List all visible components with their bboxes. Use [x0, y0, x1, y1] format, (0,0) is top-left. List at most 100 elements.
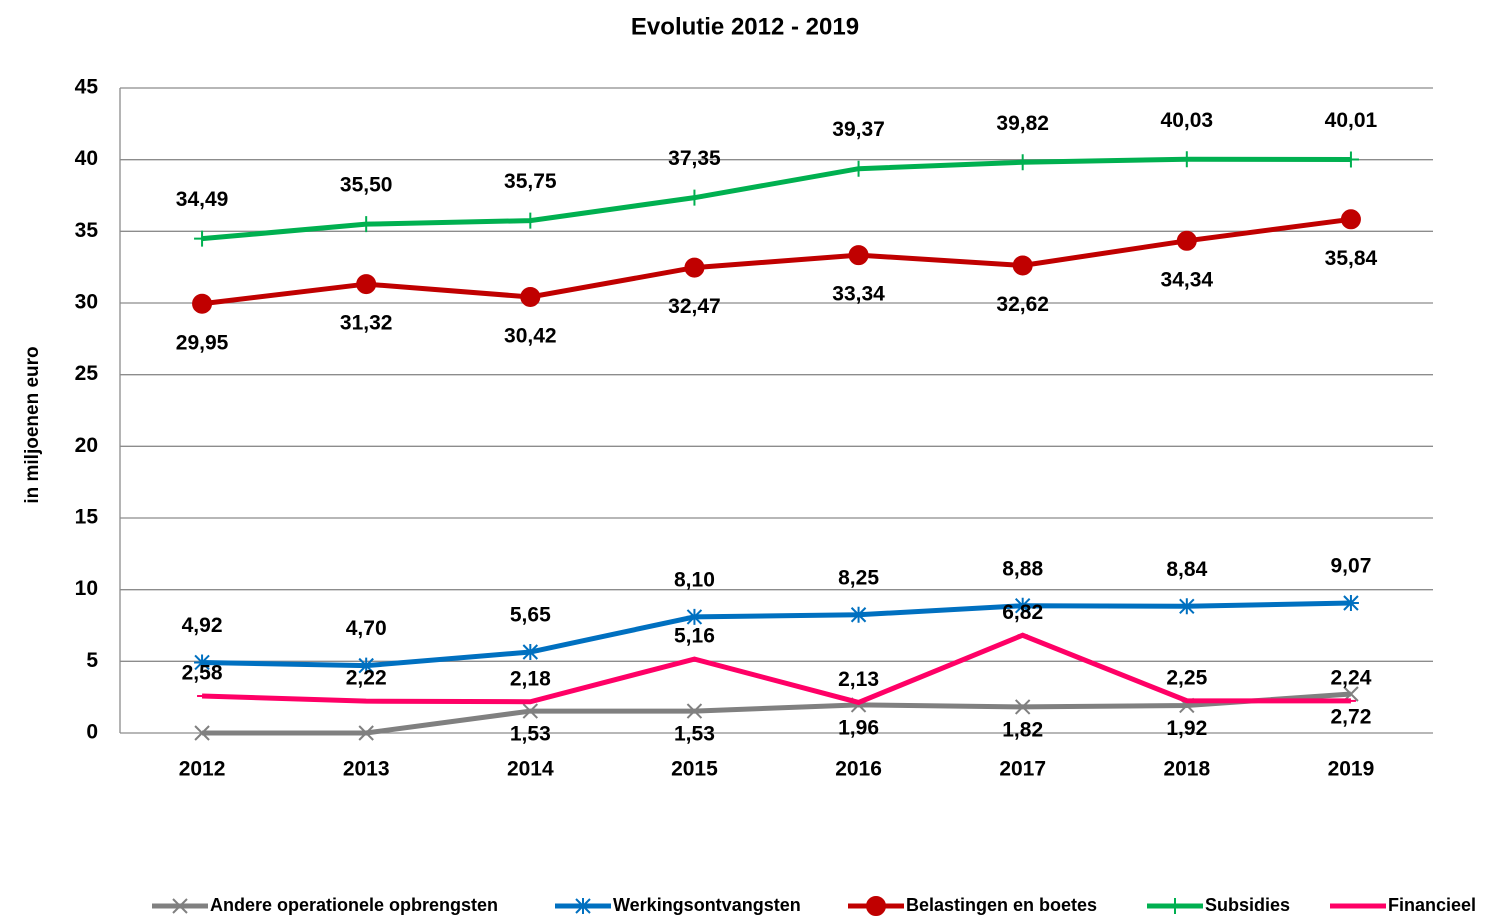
- data-label: 6,82: [1002, 601, 1043, 624]
- marker: [850, 606, 867, 623]
- data-label: 29,95: [176, 331, 229, 354]
- series: [194, 594, 1359, 674]
- data-label: 2,58: [182, 662, 223, 685]
- data-label: 4,92: [182, 614, 223, 637]
- y-tick-label: 20: [75, 434, 98, 457]
- data-label: 30,42: [504, 325, 557, 348]
- data-label: 34,34: [1161, 268, 1214, 291]
- x-tick-label: 2019: [1328, 758, 1375, 781]
- marker: [686, 608, 703, 625]
- data-label: 5,65: [510, 604, 551, 627]
- data-label: 8,88: [1002, 557, 1043, 580]
- marker: [1014, 597, 1031, 614]
- legend-label: Werkingsontvangsten: [613, 895, 801, 915]
- marker: [1014, 154, 1031, 171]
- data-label: 35,50: [340, 174, 393, 197]
- marker: [1178, 598, 1195, 615]
- data-label: 5,16: [674, 625, 715, 648]
- marker: [194, 230, 211, 247]
- data-label: 4,70: [346, 617, 387, 640]
- series: [194, 686, 1359, 741]
- marker: [358, 657, 375, 674]
- data-label: 2,13: [838, 668, 879, 691]
- data-label: 32,62: [996, 293, 1049, 316]
- data-label: 8,10: [674, 568, 715, 591]
- y-tick-label: 45: [75, 76, 99, 99]
- data-label: 2,25: [1166, 666, 1207, 689]
- marker: [522, 212, 539, 229]
- marker: [1012, 255, 1033, 276]
- data-label: 40,03: [1161, 109, 1214, 132]
- line: [201, 632, 1351, 706]
- x-tick-label: 2014: [507, 758, 554, 781]
- marker: [172, 898, 188, 914]
- data-label: 33,34: [832, 283, 885, 306]
- marker: [575, 898, 591, 914]
- marker: [356, 274, 377, 295]
- y-tick-label: 10: [75, 577, 98, 600]
- data-label: 31,32: [340, 312, 393, 335]
- legend-label: Subsidies: [1205, 895, 1290, 915]
- marker: [686, 703, 703, 719]
- legend-label: Financieel: [1388, 895, 1476, 915]
- marker: [1176, 230, 1197, 251]
- data-label: 2,24: [1331, 666, 1372, 689]
- line: [201, 156, 1351, 242]
- y-axis-label: in miljoenen euro: [22, 346, 43, 503]
- data-label: 9,07: [1331, 555, 1372, 578]
- y-tick-label: 15: [75, 506, 99, 529]
- marker: [1342, 151, 1359, 168]
- data-label: 2,18: [510, 667, 551, 690]
- data-label: 1,92: [1166, 717, 1207, 740]
- data-label: 8,25: [838, 566, 879, 589]
- y-tick-label: 5: [86, 649, 98, 672]
- x-tick-label: 2018: [1163, 758, 1210, 781]
- x-tick-label: 2013: [343, 758, 390, 781]
- marker: [686, 189, 703, 206]
- marker: [850, 160, 867, 177]
- marker: [1167, 898, 1183, 914]
- data-label: 39,82: [996, 112, 1049, 135]
- x-tick-label: 2016: [835, 758, 882, 781]
- data-label: 2,72: [1331, 706, 1372, 729]
- data-label: 1,96: [838, 716, 879, 739]
- marker: [522, 703, 539, 719]
- y-tick-label: 40: [75, 147, 98, 170]
- data-label: 32,47: [668, 295, 721, 318]
- chart-title: Evolutie 2012 - 2019: [631, 13, 859, 40]
- series: [194, 151, 1359, 247]
- data-label: 39,37: [832, 118, 885, 141]
- data-label: 34,49: [176, 188, 229, 211]
- x-tick-label: 2012: [179, 758, 226, 781]
- data-label: 1,53: [674, 723, 715, 746]
- data-label: 8,84: [1166, 558, 1207, 581]
- marker: [192, 293, 213, 314]
- marker: [1178, 151, 1195, 168]
- x-tick-label: 2017: [999, 758, 1046, 781]
- x-tick-label: 2015: [671, 758, 718, 781]
- marker: [684, 257, 705, 278]
- data-label: 35,75: [504, 170, 557, 193]
- data-label: 40,01: [1325, 109, 1378, 132]
- marker: [1014, 699, 1031, 715]
- data-label: 1,82: [1002, 718, 1043, 741]
- y-tick-label: 25: [75, 362, 99, 385]
- line: [202, 691, 1352, 736]
- marker: [848, 245, 869, 266]
- line: [201, 216, 1352, 307]
- legend-label: Belastingen en boetes: [906, 895, 1097, 915]
- legend-label: Andere operationele opbrengsten: [210, 895, 498, 915]
- y-tick-label: 0: [86, 721, 98, 744]
- data-label: 1,53: [510, 723, 551, 746]
- data-label: 35,84: [1325, 247, 1378, 270]
- marker: [358, 216, 375, 233]
- line: [202, 600, 1351, 669]
- series: [197, 632, 1356, 706]
- marker: [1340, 209, 1361, 230]
- marker: [194, 654, 211, 671]
- marker: [358, 725, 374, 741]
- y-tick-label: 35: [75, 219, 99, 242]
- marker: [194, 725, 210, 741]
- marker: [522, 644, 539, 661]
